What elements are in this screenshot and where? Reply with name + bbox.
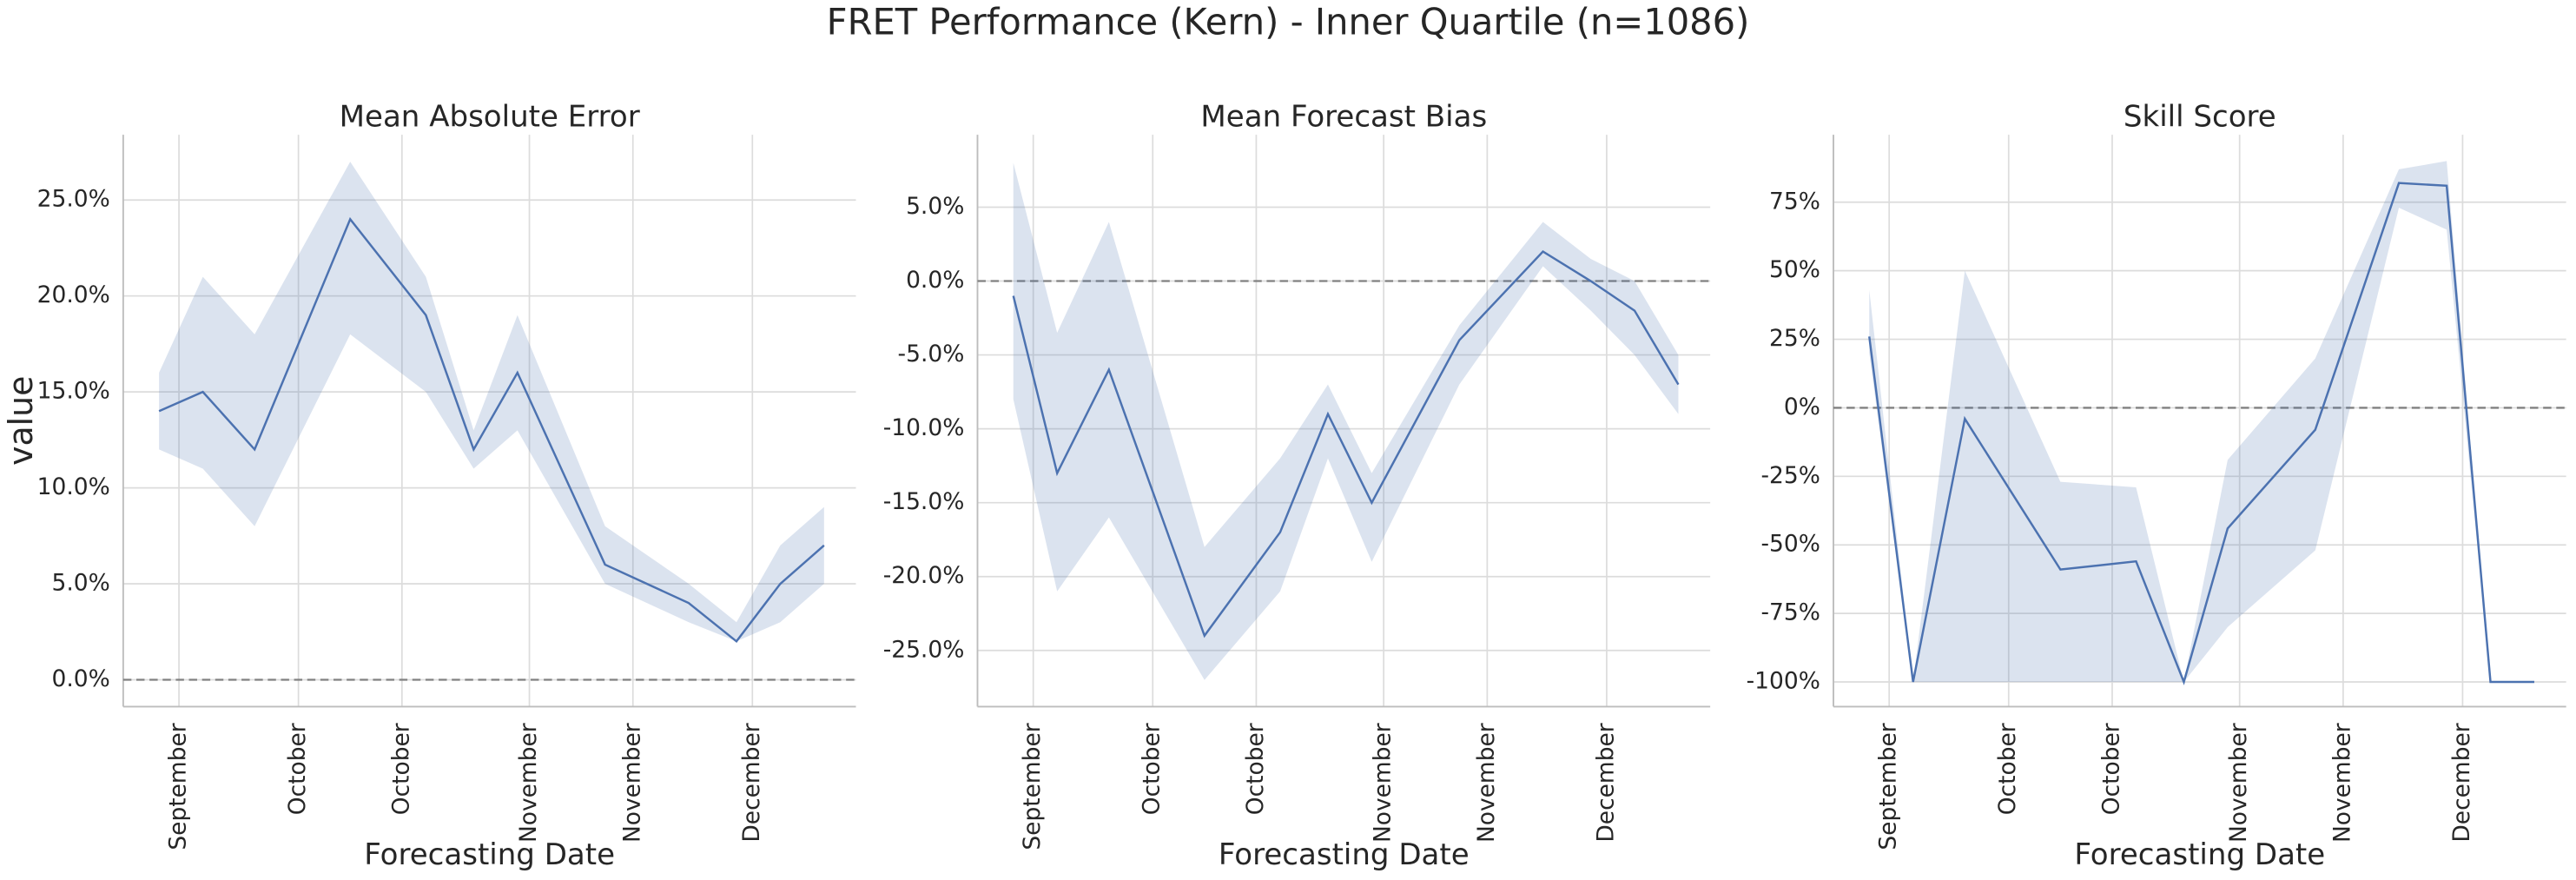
x-tick-label: December	[2448, 723, 2475, 842]
x-tick-label: September	[1019, 723, 1046, 850]
y-tick-label: 0%	[1784, 394, 1820, 420]
figure-title: FRET Performance (Kern) - Inner Quartile…	[827, 0, 1750, 43]
y-tick-label: 5.0%	[51, 570, 109, 597]
confidence-band	[1013, 162, 1679, 680]
y-tick-label: -75%	[1760, 599, 1820, 626]
y-tick-label: 20.0%	[37, 281, 110, 308]
y-tick-label: -5.0%	[898, 341, 965, 367]
y-tick-label: -25.0%	[883, 636, 965, 663]
y-tick-label: 10.0%	[37, 473, 110, 500]
x-tick-label: November	[618, 723, 645, 843]
y-tick-label: 25%	[1769, 325, 1820, 352]
line	[158, 216, 825, 644]
x-tick-label: October	[1994, 723, 2021, 815]
confidence-band	[159, 162, 824, 642]
chart-title: Mean Forecast Bias	[1200, 100, 1487, 135]
x-tick-label: November	[1473, 723, 1500, 843]
line	[1012, 249, 1680, 638]
x-tick-label: November	[2328, 723, 2355, 843]
x-tick-label: December	[738, 723, 765, 842]
x-tick-label: October	[284, 723, 311, 815]
x-axis-label: Forecasting Date	[364, 837, 615, 872]
y-tick-label: -100%	[1747, 668, 1820, 695]
y-tick-label: 15.0%	[37, 378, 110, 405]
x-axis-label: Forecasting Date	[2074, 837, 2325, 872]
y-tick-label: 5.0%	[906, 193, 964, 220]
y-tick-label: -15.0%	[883, 488, 965, 515]
line	[1868, 182, 2534, 685]
y-tick-label: 25.0%	[37, 186, 110, 213]
y-tick-label: 50%	[1769, 256, 1820, 283]
x-tick-label: September	[165, 723, 192, 850]
y-axis-label: value	[2, 376, 40, 466]
y-tick-label: 75%	[1769, 188, 1820, 215]
x-tick-label: September	[1875, 723, 1902, 850]
x-tick-label: October	[2097, 723, 2124, 815]
x-axis-label: Forecasting Date	[1219, 837, 1470, 872]
x-tick-label: November	[515, 723, 542, 843]
y-tick-label: -25%	[1760, 462, 1820, 489]
x-tick-label: November	[2225, 723, 2252, 843]
y-tick-label: -10.0%	[883, 414, 965, 441]
x-tick-label: December	[1592, 723, 1619, 842]
y-tick-label: -50%	[1760, 531, 1820, 558]
x-tick-label: October	[1242, 723, 1269, 815]
chart-title: Skill Score	[2124, 100, 2276, 135]
x-tick-label: October	[387, 723, 414, 815]
y-tick-label: 0.0%	[51, 665, 109, 692]
y-tick-label: 0.0%	[906, 267, 964, 294]
x-tick-label: October	[1139, 723, 1166, 815]
y-tick-label: -20.0%	[883, 562, 965, 589]
chart-title: Mean Absolute Error	[340, 100, 640, 135]
confidence-band	[1869, 161, 2534, 683]
x-tick-label: November	[1370, 723, 1397, 843]
